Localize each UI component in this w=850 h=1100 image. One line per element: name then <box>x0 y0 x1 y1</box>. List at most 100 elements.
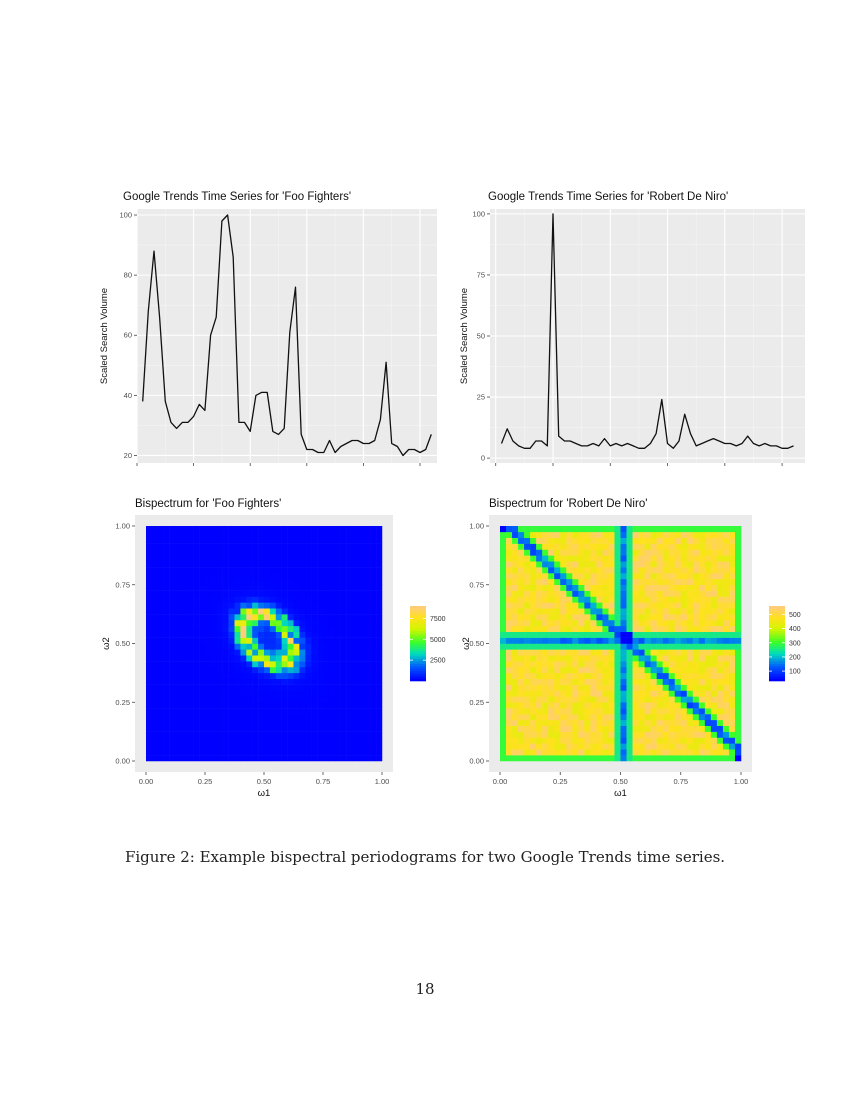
heat-cell <box>346 555 353 562</box>
heat-cell <box>500 661 507 668</box>
heat-cell <box>542 608 549 615</box>
heat-cell <box>252 743 259 750</box>
heat-cell <box>524 719 531 727</box>
heat-cell <box>608 555 615 562</box>
heat-cell <box>734 702 742 709</box>
heat-cell <box>187 584 194 591</box>
heat-cell <box>704 667 712 674</box>
heat-cell <box>234 596 241 603</box>
heat-cell <box>234 725 241 732</box>
heat-cell <box>264 531 271 539</box>
heat-cell <box>704 708 712 715</box>
legend-swatch <box>410 671 426 674</box>
heat-cell <box>376 584 383 591</box>
heat-cell <box>554 678 561 685</box>
heat-cell <box>602 702 609 709</box>
heat-cell <box>662 672 669 680</box>
heat-cell <box>240 531 247 539</box>
heat-cell <box>269 573 277 580</box>
heat-cell <box>542 614 549 621</box>
heat-cell <box>644 637 651 644</box>
heat-cell <box>199 749 206 756</box>
heat-cell <box>146 549 153 556</box>
legend-swatch <box>410 638 426 642</box>
heat-cell <box>246 537 253 544</box>
heat-cell <box>518 731 525 738</box>
heat-cell <box>146 696 153 703</box>
heat-cell <box>187 696 194 703</box>
heat-cell <box>608 567 615 574</box>
heat-cell <box>566 684 573 691</box>
heat-cell <box>656 608 663 615</box>
heat-cell <box>596 526 603 533</box>
heat-cell <box>376 620 383 627</box>
heat-cell <box>704 631 712 638</box>
heat-cell <box>686 714 694 721</box>
heat-cell <box>572 555 579 562</box>
heat-cell <box>193 608 200 615</box>
heat-cell <box>157 549 164 556</box>
heat-cell <box>590 573 597 580</box>
heat-cell <box>328 608 336 615</box>
heat-cell <box>228 590 235 597</box>
heat-cell <box>323 537 330 544</box>
heat-cell <box>500 584 507 591</box>
heat-cell <box>590 567 597 574</box>
heat-cell <box>364 584 371 591</box>
heat-cell <box>554 567 561 574</box>
heat-cell <box>626 531 633 539</box>
heat-cell <box>317 755 324 762</box>
heat-cell <box>650 567 657 574</box>
heat-cell <box>680 620 688 627</box>
heat-cell <box>340 719 347 727</box>
heat-cell <box>281 578 288 586</box>
heat-cell <box>584 731 591 738</box>
heat-cell <box>157 696 164 703</box>
heat-cell <box>692 543 700 550</box>
heat-cell <box>656 755 663 762</box>
heat-cell <box>692 631 700 638</box>
line-chart-robert-de-niro: 010203040500255075100WeekScaled Search V… <box>459 209 805 489</box>
heat-cell <box>358 590 365 597</box>
heat-cell <box>358 708 365 715</box>
legend-swatch <box>410 656 426 659</box>
heat-cell <box>578 614 585 621</box>
heat-cell <box>293 731 300 738</box>
heat-cell <box>340 620 347 627</box>
heat-cell <box>222 596 229 603</box>
heat-cell <box>252 684 259 691</box>
heat-cell <box>151 725 159 732</box>
heat-cell <box>608 737 615 744</box>
heat-cell <box>328 655 336 662</box>
legend-swatch <box>769 633 785 637</box>
heat-cell <box>317 526 324 533</box>
heat-cell <box>246 567 253 574</box>
heat-cell <box>334 702 341 709</box>
x-tick-label: 20 <box>246 468 254 470</box>
heat-cell <box>692 743 700 750</box>
heat-cell <box>614 625 621 633</box>
heat-cell <box>590 678 597 685</box>
heat-cell <box>169 678 176 685</box>
heat-cell <box>146 725 153 732</box>
heat-cell <box>210 526 218 533</box>
heat-cell <box>518 567 525 574</box>
heat-cell <box>181 608 188 615</box>
heat-cell <box>734 684 742 691</box>
heat-cell <box>293 584 300 591</box>
y-axis-label: ω2 <box>101 637 112 650</box>
heat-cell <box>205 678 212 685</box>
heat-cell <box>554 596 561 603</box>
heat-cell <box>656 596 663 603</box>
heat-cell <box>199 561 206 568</box>
heat-cell <box>323 678 330 685</box>
heat-cell <box>530 567 537 574</box>
heat-cell <box>358 631 365 638</box>
heat-cell <box>638 643 645 650</box>
heat-cell <box>187 602 194 609</box>
heat-cell <box>175 719 182 727</box>
heat-cell <box>662 743 669 750</box>
heat-cell <box>686 637 694 644</box>
heat-cell <box>364 714 371 721</box>
heat-cell <box>578 649 585 656</box>
